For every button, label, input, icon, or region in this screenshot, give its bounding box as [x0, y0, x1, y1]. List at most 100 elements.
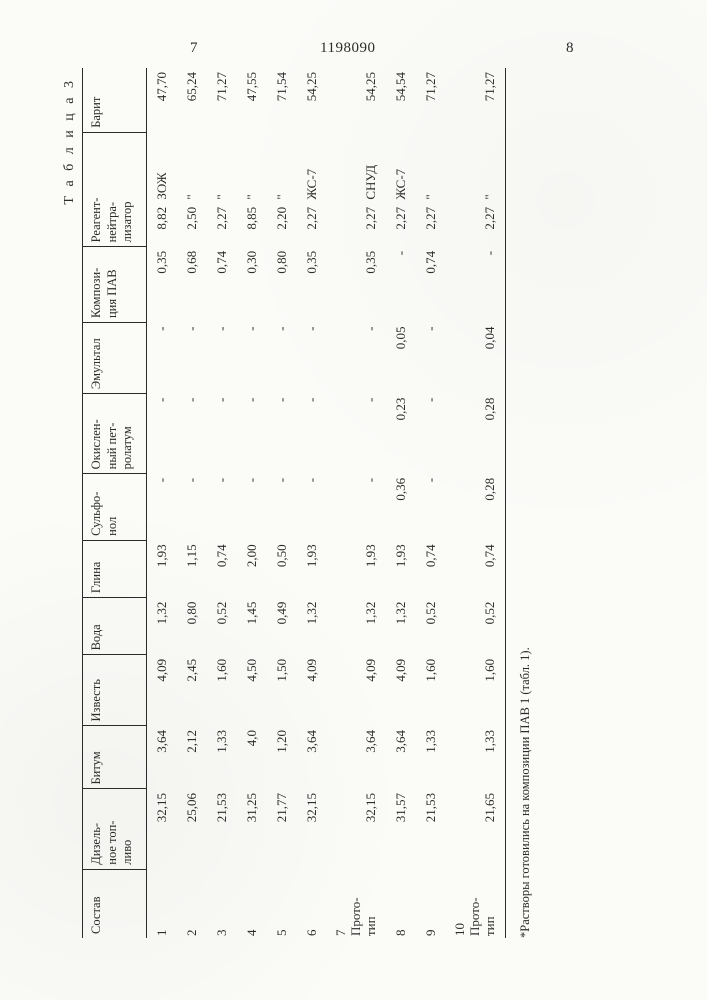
- cell: -: [297, 394, 327, 474]
- table-row: 921,531,331,600,520,74---0,742,27 "71,27: [416, 68, 446, 938]
- cell: 2,20 ": [267, 132, 297, 247]
- cell: 10Прото-тип: [446, 869, 505, 938]
- col-bitum: Битум: [83, 726, 147, 789]
- col-sostav: Состав: [83, 869, 147, 938]
- cell: 6: [297, 869, 327, 938]
- cell: 4,50: [237, 655, 267, 726]
- cell: 1,50: [267, 655, 297, 726]
- cell: 2,27 ЖС-7: [386, 132, 416, 247]
- cell: 21,77: [267, 789, 297, 869]
- table-row: 321,531,331,600,520,74---0,742,27 "71,27: [207, 68, 237, 938]
- cell: 71,27: [416, 68, 446, 132]
- col-reag: Реагент-нейтра-лизатор: [83, 132, 147, 247]
- cell: 1,93: [386, 540, 416, 597]
- cell: 4,0: [237, 726, 267, 789]
- cell: 65,24: [177, 68, 207, 132]
- cell: 2,12: [177, 726, 207, 789]
- cell: 3,64: [297, 726, 327, 789]
- table-row: 132,153,644,091,321,93---0,358,82 ЗОЖ47,…: [146, 68, 177, 938]
- cell: 1,20: [267, 726, 297, 789]
- cell: 71,27: [207, 68, 237, 132]
- cell: 0,04: [446, 323, 505, 394]
- cell: -: [297, 323, 327, 394]
- cell: 0,74: [207, 540, 237, 597]
- col-izvest: Известь: [83, 655, 147, 726]
- cell: 0,80: [177, 598, 207, 655]
- cell: 2,27 ": [446, 132, 505, 247]
- cell: -: [327, 474, 386, 540]
- cell: 1,93: [327, 540, 386, 597]
- cell: 0,05: [386, 323, 416, 394]
- cell: -: [146, 474, 177, 540]
- cell: 54,25: [297, 68, 327, 132]
- cell: 1,33: [446, 726, 505, 789]
- cell: 31,57: [386, 789, 416, 869]
- cell: 2: [177, 869, 207, 938]
- cell: 1,60: [207, 655, 237, 726]
- cell: 3,64: [327, 726, 386, 789]
- cell: -: [386, 247, 416, 323]
- document-number: 1198090: [320, 40, 375, 57]
- cell: 0,28: [446, 394, 505, 474]
- cell: -: [237, 394, 267, 474]
- cell: 1,15: [177, 540, 207, 597]
- cell: 9: [416, 869, 446, 938]
- table-caption: Т а б л и ц а 3: [62, 68, 78, 938]
- table-row: 10Прото-тип21,651,331,600,520,740,280,28…: [446, 68, 505, 938]
- cell: -: [327, 323, 386, 394]
- cell: 4,09: [327, 655, 386, 726]
- cell: 7Прото-тип: [327, 869, 386, 938]
- cell: 47,55: [237, 68, 267, 132]
- cell: 47,70: [146, 68, 177, 132]
- cell: 0,52: [446, 598, 505, 655]
- cell: 21,65: [446, 789, 505, 869]
- col-emul: Эмультал: [83, 323, 147, 394]
- cell: 71,54: [267, 68, 297, 132]
- cell: 5: [267, 869, 297, 938]
- cell: 0,35: [297, 247, 327, 323]
- cell: 8,82 ЗОЖ: [146, 132, 177, 247]
- cell: -: [177, 394, 207, 474]
- cell: -: [207, 394, 237, 474]
- cell: -: [207, 323, 237, 394]
- cell: 32,15: [146, 789, 177, 869]
- table-row: 431,254,04,501,452,00---0,308,85 "47,55: [237, 68, 267, 938]
- cell: 1,32: [386, 598, 416, 655]
- cell: 32,15: [327, 789, 386, 869]
- cell: 0,49: [267, 598, 297, 655]
- table-header-row: Состав Дизель-ное топ-ливо Битум Известь…: [83, 68, 147, 938]
- cell: 1,32: [146, 598, 177, 655]
- cell: 0,30: [237, 247, 267, 323]
- cell: 0,23: [386, 394, 416, 474]
- cell: 0,50: [267, 540, 297, 597]
- cell: -: [146, 323, 177, 394]
- cell: 2,27 ЖС-7: [297, 132, 327, 247]
- cell: 32,15: [297, 789, 327, 869]
- cell: -: [446, 247, 505, 323]
- table-row: 521,771,201,500,490,50---0,802,20 "71,54: [267, 68, 297, 938]
- cell: 1,93: [297, 540, 327, 597]
- cell: 1,60: [446, 655, 505, 726]
- cell: 0,35: [327, 247, 386, 323]
- cell: 4,09: [146, 655, 177, 726]
- cell: 25,06: [177, 789, 207, 869]
- cell: 2,50 ": [177, 132, 207, 247]
- cell: -: [267, 323, 297, 394]
- cell: 0,52: [207, 598, 237, 655]
- cell: 1,45: [237, 598, 267, 655]
- cell: 2,45: [177, 655, 207, 726]
- cell: 4,09: [297, 655, 327, 726]
- cell: 0,74: [416, 247, 446, 323]
- cell: 21,53: [207, 789, 237, 869]
- cell: -: [207, 474, 237, 540]
- col-oxid: Окислен-ный пет-ролатум: [83, 394, 147, 474]
- col-sulf: Сульфо-нол: [83, 474, 147, 540]
- cell: 3,64: [146, 726, 177, 789]
- cell: -: [416, 323, 446, 394]
- cell: 21,53: [416, 789, 446, 869]
- cell: 8: [386, 869, 416, 938]
- cell: 2,00: [237, 540, 267, 597]
- cell: 54,25: [327, 68, 386, 132]
- cell: 1: [146, 869, 177, 938]
- cell: 0,74: [207, 247, 237, 323]
